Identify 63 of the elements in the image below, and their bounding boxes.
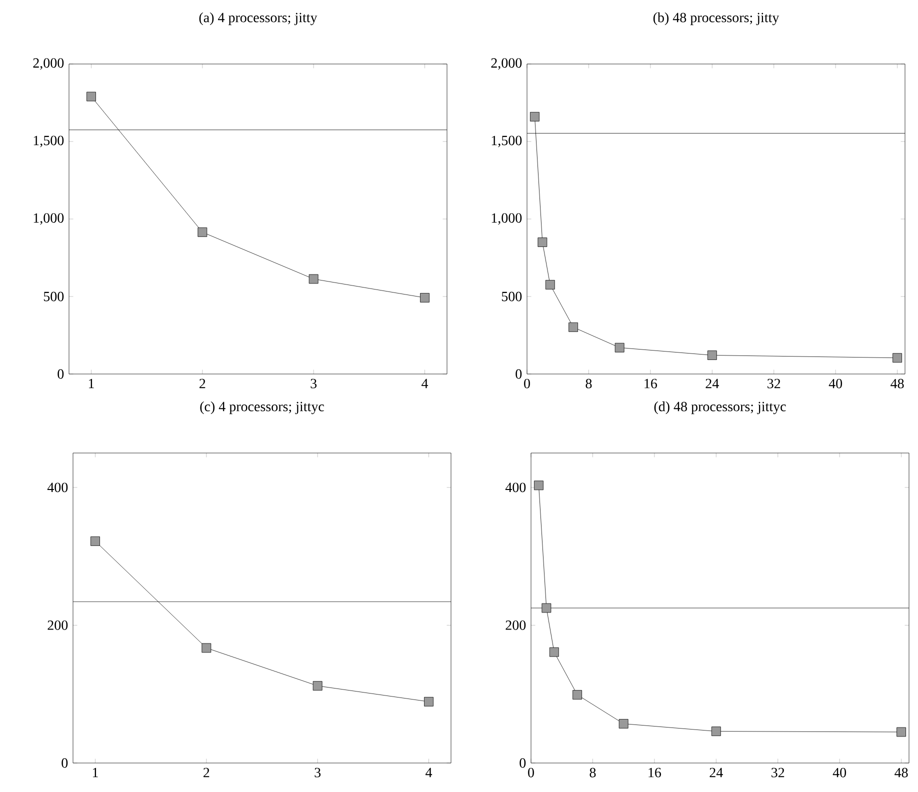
y-tick-label: 2,000 [33,58,64,70]
point [202,643,212,653]
y-tick-label: 200 [506,620,526,630]
point [86,92,96,102]
x-tick-label: 4 [422,378,428,388]
point [568,322,578,332]
y-tick-label: 0 [520,758,526,768]
x-tick-label: 2 [204,768,210,778]
point [618,719,628,728]
chart-title: (b) 48 processors; jitty [653,12,780,26]
x-tick-label: 3 [314,768,321,778]
point [896,727,906,737]
y-tick-label: 1,500 [34,136,64,148]
y-tick-label: 400 [505,482,526,492]
x-tick-label: 40 [832,768,846,778]
x-tick-label: 1 [88,378,94,388]
point [420,293,430,302]
x-tick-label: 32 [772,768,784,778]
y-tick-label: 1,000 [492,213,522,225]
point [308,274,318,284]
point [707,350,717,360]
x-tick-label: 16 [644,378,658,388]
point [312,681,322,691]
point [711,726,721,736]
x-tick-label: 8 [586,378,592,388]
x-tick-label: 4 [426,768,432,778]
point [549,647,559,657]
x-tick-label: 2 [200,378,206,388]
x-tick-label: 24 [706,378,719,388]
x-tick-label: 3 [310,378,317,388]
chart-title: (c) 4 processors; jittyc [200,401,324,414]
point [614,342,624,352]
point [572,690,582,700]
y-tick-label: 200 [48,620,68,630]
x-tick-label: 40 [828,378,842,388]
y-tick-label: 0 [516,369,522,379]
point [534,480,544,490]
y-tick-label: 400 [47,482,68,492]
point [538,238,548,247]
y-tick-label: 1,000 [34,213,64,225]
x-tick-label: 16 [648,768,662,778]
x-tick-label: 1 [92,768,98,778]
chart-title: (d) 48 processors; jittyc [654,401,786,414]
x-tick-label: 48 [894,768,908,778]
point [545,280,555,290]
point [90,536,100,546]
chart-title: (a) 4 processors; jitty [199,12,318,26]
point [892,353,902,363]
y-tick-label: 500 [44,292,64,302]
y-tick-label: 1,500 [492,136,522,148]
x-tick-label: 24 [710,768,723,778]
x-tick-label: 8 [590,768,596,778]
x-tick-label: 0 [528,768,534,778]
y-tick-label: 500 [502,292,522,302]
x-tick-label: 48 [890,378,904,388]
y-tick-label: 0 [62,758,68,768]
point [198,227,208,237]
point [424,696,434,706]
y-tick-label: 2,000 [491,58,522,70]
y-tick-label: 0 [58,369,64,379]
point [542,603,552,613]
point [530,112,540,122]
x-tick-label: 32 [768,378,780,388]
